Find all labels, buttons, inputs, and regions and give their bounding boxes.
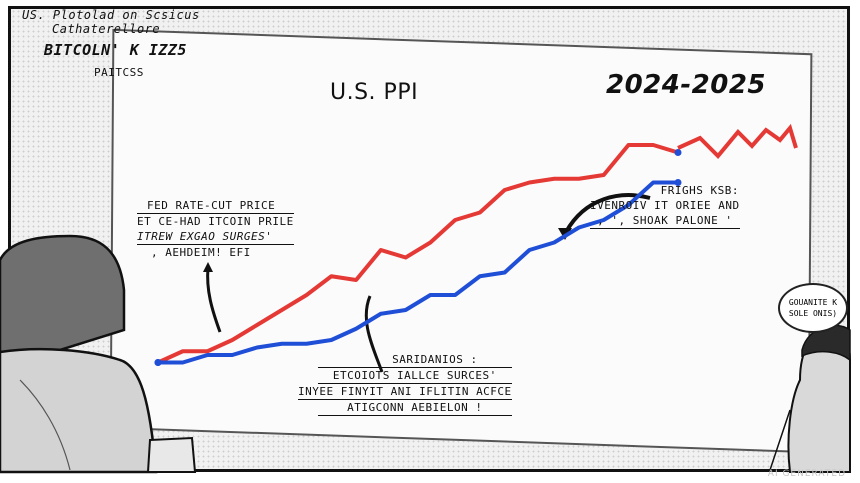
series-1-endpoint	[674, 179, 682, 186]
caption-line-3: BITCOLN' K IZZ5	[44, 41, 187, 59]
caption-line-1: US. Plotolad on Scsicus	[22, 8, 200, 22]
red-line-continuation	[677, 123, 798, 159]
annotation-left-line: ITREW EXGAO SURGES'	[137, 229, 294, 245]
annotation-left-line: FED RATE-CUT PRICE	[137, 198, 294, 214]
series-line-0	[157, 143, 679, 365]
annotation-middle-line: INYEE FINYIT ANI IFLITIN ACFCE	[298, 385, 512, 400]
series-0-endpoint	[674, 149, 682, 156]
caption-line-4: PAITCSS	[94, 66, 144, 79]
annotation-right-line: , ', SHOAK PALONE '	[590, 213, 740, 229]
annotation-middle-line: ATIGCONN AEBIELON !	[318, 400, 512, 416]
annotation-right-line: IVENROIV IT ORIEE AND	[590, 199, 740, 212]
series-line-1	[158, 180, 678, 365]
series-1-endpoint	[154, 359, 162, 366]
annotation-middle: SARIDANIOS : ETCOIOTS IALLCE SURCES' INY…	[298, 352, 512, 416]
annotation-middle-line: SARIDANIOS :	[318, 352, 512, 368]
annotation-right-line: FRIGHS KSB:	[660, 184, 739, 197]
comic-panel	[8, 6, 850, 472]
annotation-right: FRIGHS KSB: IVENROIV IT ORIEE AND , ', S…	[590, 183, 740, 229]
arrow-middle	[364, 295, 384, 373]
speech-bubble-line: SOLE ONIS)	[788, 309, 838, 318]
chart-years: 2024-2025	[606, 70, 767, 100]
ppi-chart	[154, 123, 798, 366]
annotation-left-line: , AEHDEIM! EFI	[151, 246, 251, 259]
viewer-left	[0, 234, 197, 474]
annotation-left-line: ET CE-HAD ITCOIN PRILE	[137, 215, 294, 228]
annotation-left: FED RATE-CUT PRICE ET CE-HAD ITCOIN PRIL…	[137, 198, 294, 260]
arrow-left	[206, 267, 222, 333]
viewer-right	[769, 324, 851, 473]
annotation-middle-line: ETCOIOTS IALLCE SURCES'	[318, 368, 512, 384]
speech-bubble: GOUANITE K SOLE ONIS)	[778, 283, 848, 333]
watermark: AI GENERATED	[767, 469, 846, 479]
chart-title: U.S. PPI	[330, 80, 419, 105]
caption-line-2: Cathaterellore	[52, 22, 161, 36]
speech-bubble-line: GOUANITE K	[788, 298, 838, 307]
